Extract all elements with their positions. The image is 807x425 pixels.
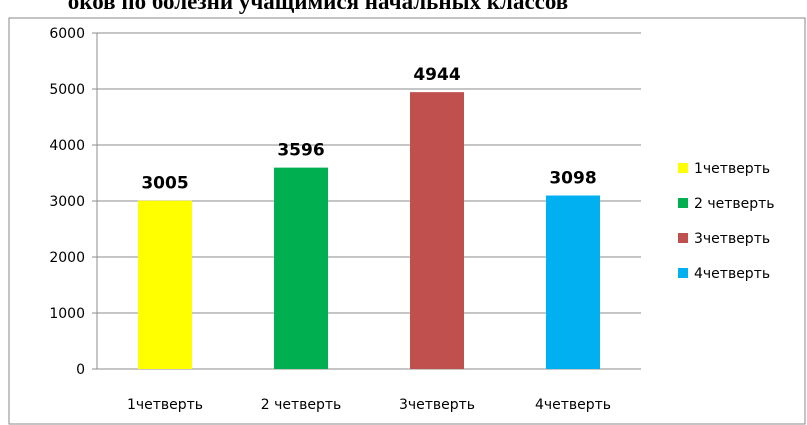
bar (138, 200, 192, 369)
chart-title: оков по болезни учащимися начальных клас… (68, 0, 568, 14)
value-label: 3596 (277, 141, 324, 161)
legend-label: 1четверть (694, 161, 770, 177)
y-tick-label: 2000 (49, 250, 85, 266)
x-tick-label: 2 четверть (261, 397, 342, 413)
y-tick-label: 0 (76, 362, 85, 378)
legend-swatch (678, 233, 688, 243)
x-tick-label: 1четверть (127, 397, 203, 413)
y-tick-label: 6000 (49, 26, 85, 42)
y-tick-label: 1000 (49, 306, 85, 322)
legend-label: 4четверть (694, 266, 770, 282)
chart-frame (8, 17, 806, 425)
y-tick-label: 4000 (49, 138, 85, 154)
value-label: 3005 (141, 174, 188, 194)
y-tick-label: 5000 (49, 82, 85, 98)
legend-swatch (678, 198, 688, 208)
legend-swatch (678, 268, 688, 278)
x-tick-label: 3четверть (399, 397, 475, 413)
bar (410, 92, 464, 370)
value-label: 3098 (549, 169, 596, 189)
bar (546, 195, 600, 369)
y-tick-label: 3000 (49, 194, 85, 210)
value-label: 4944 (413, 65, 460, 85)
legend-label: 3четверть (694, 231, 770, 247)
legend-swatch (678, 163, 688, 173)
bar (274, 167, 328, 369)
x-tick-label: 4четверть (535, 397, 611, 413)
title-background (0, 0, 807, 17)
legend-label: 2 четверть (694, 196, 775, 212)
